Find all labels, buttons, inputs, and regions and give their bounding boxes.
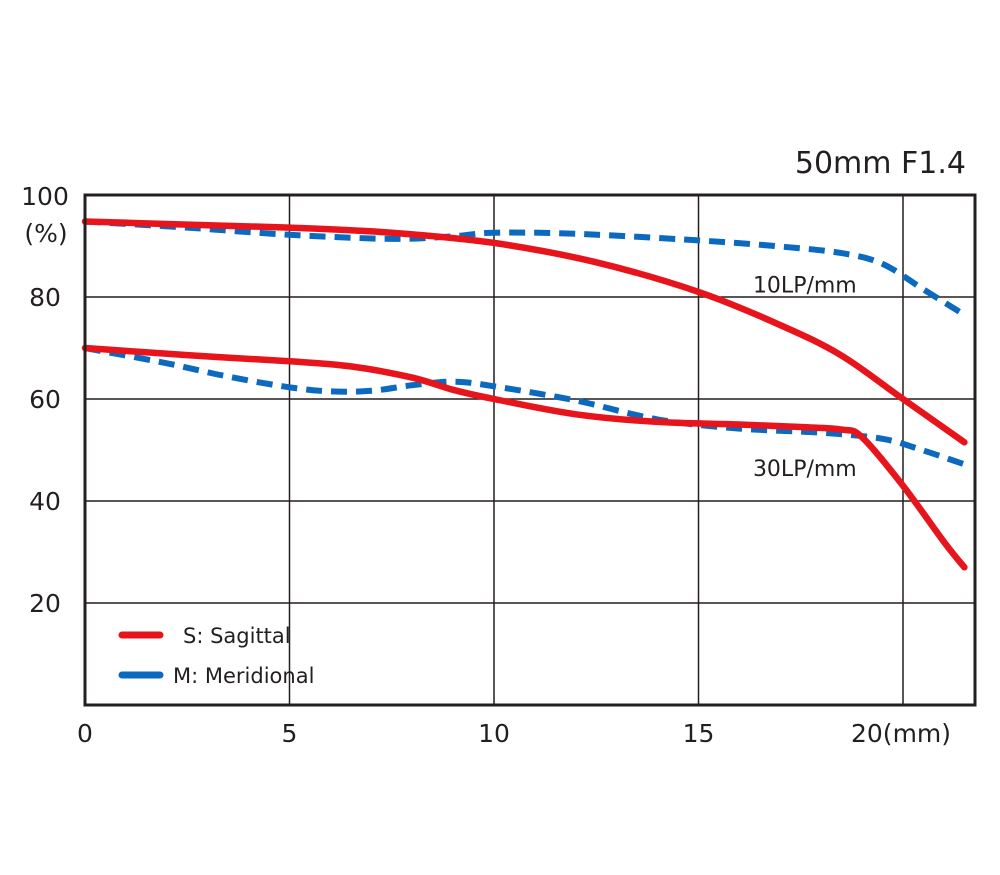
meridional-curve-10lp-mm	[84, 218, 966, 318]
sagittal-curve-30lp-mm	[81, 344, 968, 571]
x-tick-label: 10	[478, 719, 510, 748]
chart-title: 50mm F1.4	[795, 146, 966, 181]
tick-labels: 0 5 10 15 20(mm) 20 40 60 80 100	[21, 182, 951, 748]
y-tick-label: 80	[29, 283, 61, 312]
y-tick-label: 100	[21, 182, 69, 211]
curves	[81, 218, 968, 571]
x-tick-label: 5	[282, 719, 298, 748]
sagittal-curve-10lp-mm	[81, 218, 968, 446]
plot-frame	[83, 193, 977, 707]
x-tick-label: 20(mm)	[851, 719, 951, 748]
legend: S: Sagittal M: Meridional	[118, 624, 314, 688]
legend-label-meridional: M: Meridional	[173, 664, 314, 688]
meridional-curve-30lp-mm	[84, 345, 966, 468]
x-tick-label: 0	[77, 719, 93, 748]
y-unit-label: (%)	[24, 219, 67, 248]
legend-label-sagittal: S: Sagittal	[183, 624, 291, 648]
y-tick-label: 60	[29, 385, 61, 414]
y-tick-label: 40	[29, 487, 61, 516]
annotation-30lp: 30LP/mm	[753, 457, 857, 482]
annotation-10lp: 10LP/mm	[753, 273, 857, 298]
x-tick-label: 15	[683, 719, 715, 748]
y-tick-label: 20	[29, 589, 61, 618]
